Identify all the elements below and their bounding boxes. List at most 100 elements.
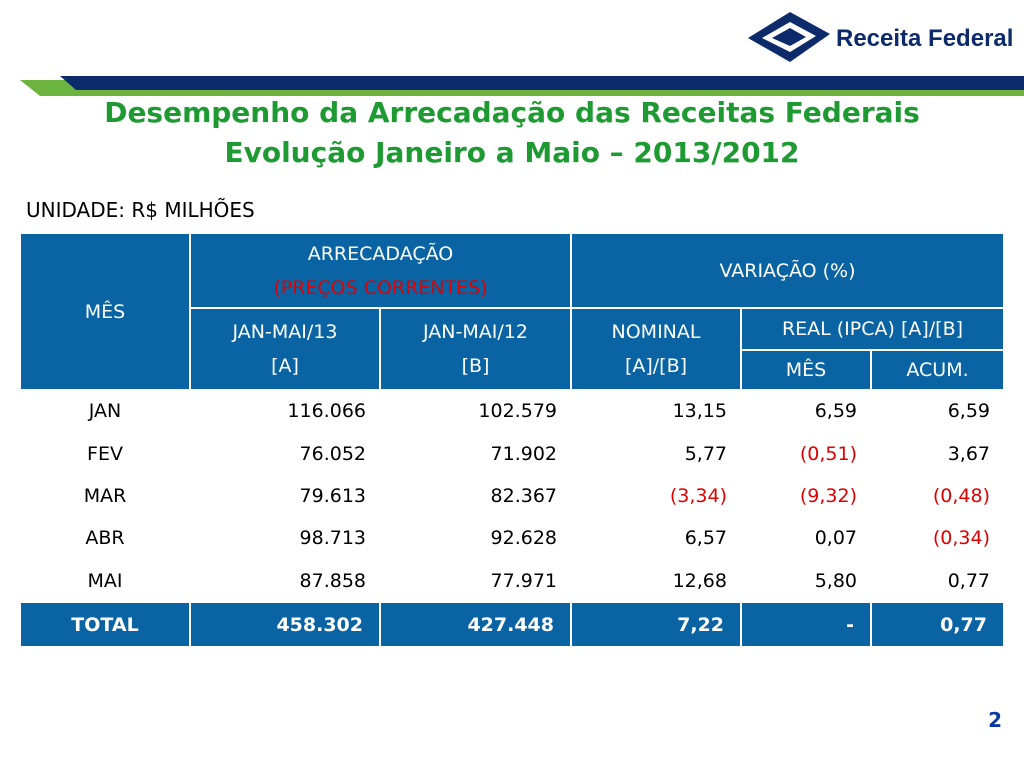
cell-text: 79.613 xyxy=(299,484,366,507)
cell-text: 76.052 xyxy=(299,442,366,465)
data-cell: (9,32) xyxy=(741,475,871,517)
data-cell: 116.066 xyxy=(190,390,380,432)
data-cell: (0,48) xyxy=(871,475,1004,517)
cell-text: [A] xyxy=(271,355,299,377)
data-cell: (0,34) xyxy=(871,517,1004,559)
data-cell: 82.367 xyxy=(380,475,571,517)
title-line: Evolução Janeiro a Maio – 2013/2012 xyxy=(224,136,800,169)
cell-text: 102.579 xyxy=(478,400,557,423)
cell-text: (9,32) xyxy=(799,484,857,507)
total-cell: - xyxy=(741,602,871,647)
data-cell: 5,80 xyxy=(741,560,871,602)
total-cell: 458.302 xyxy=(190,602,380,647)
header-cell: VARIAÇÃO (%) xyxy=(571,233,1004,308)
data-cell: 77.971 xyxy=(380,560,571,602)
page-number: 2 xyxy=(988,708,1002,732)
cell-text: 13,15 xyxy=(672,400,727,423)
cell-text: 98.713 xyxy=(299,527,366,550)
data-cell: 92.628 xyxy=(380,517,571,559)
cell-text: 5,77 xyxy=(684,442,727,465)
cell-text: (0,48) xyxy=(932,484,990,507)
cell-text: MAI xyxy=(87,569,123,592)
cell-text: 77.971 xyxy=(490,569,557,592)
data-cell: MAR xyxy=(20,475,190,517)
header-cell: JAN-MAI/12 [B] xyxy=(380,308,571,390)
total-cell: 7,22 xyxy=(571,602,741,647)
title-line: Desempenho da Arrecadação das Receitas F… xyxy=(104,96,920,129)
data-cell: (3,34) xyxy=(571,475,741,517)
data-cell: 98.713 xyxy=(190,517,380,559)
cell-text: 71.902 xyxy=(490,442,557,465)
header-cell: NOMINAL [A]/[B] xyxy=(571,308,741,390)
cell-text: (0,34) xyxy=(932,527,990,550)
unit-label: UNIDADE: R$ MILHÕES xyxy=(26,198,255,222)
cell-text: 427.448 xyxy=(467,613,554,636)
cell-text: 0,07 xyxy=(814,527,857,550)
total-cell: 0,77 xyxy=(871,602,1004,647)
cell-text: [B] xyxy=(461,355,490,377)
header-cell: JAN-MAI/13 [A] xyxy=(190,308,380,390)
cell-text: 82.367 xyxy=(490,484,557,507)
data-cell: 102.579 xyxy=(380,390,571,432)
data-cell: 0,07 xyxy=(741,517,871,559)
cell-text: ARRECADAÇÃO xyxy=(307,242,454,265)
cell-text: ABR xyxy=(85,527,125,550)
total-cell: 427.448 xyxy=(380,602,571,647)
header-cell: ACUM. xyxy=(871,350,1004,390)
cell-text: 6,57 xyxy=(684,527,727,550)
cell-text: REAL (IPCA) [A]/[B] xyxy=(781,318,964,340)
data-cell: 6,57 xyxy=(571,517,741,559)
navy-stripe xyxy=(60,76,1024,90)
data-cell: 13,15 xyxy=(571,390,741,432)
data-cell: 87.858 xyxy=(190,560,380,602)
cell-text: TOTAL xyxy=(71,613,139,636)
cell-text: (3,34) xyxy=(669,484,727,507)
data-cell: 71.902 xyxy=(380,432,571,474)
cell-text: 0,77 xyxy=(947,569,990,592)
data-cell: 5,77 xyxy=(571,432,741,474)
cell-text: 458.302 xyxy=(276,613,363,636)
cell-text: 0,77 xyxy=(940,613,987,636)
cell-text: (0,51) xyxy=(799,442,857,465)
cell-text: VARIAÇÃO (%) xyxy=(719,259,856,282)
total-cell: TOTAL xyxy=(20,602,190,647)
header-cell: MÊS xyxy=(20,233,190,390)
cell-text: MÊS xyxy=(84,300,126,323)
data-cell: 12,68 xyxy=(571,560,741,602)
data-cell: FEV xyxy=(20,432,190,474)
cell-text: 7,22 xyxy=(677,613,724,636)
data-cell: JAN xyxy=(20,390,190,432)
cell-text: 92.628 xyxy=(490,527,557,550)
header-cell: MÊS xyxy=(741,350,871,390)
cell-text: - xyxy=(846,613,854,636)
cell-text: NOMINAL xyxy=(611,321,701,343)
cell-text: 5,80 xyxy=(814,569,857,592)
logo xyxy=(748,12,830,62)
cell-text: JAN-MAI/13 xyxy=(232,321,338,343)
data-cell: 6,59 xyxy=(741,390,871,432)
data-cell: 0,77 xyxy=(871,560,1004,602)
data-cell: 76.052 xyxy=(190,432,380,474)
cell-text: 6,59 xyxy=(814,400,857,423)
header-cell: ARRECADAÇÃO (PREÇOS CORRENTES) xyxy=(190,233,571,308)
data-cell: 79.613 xyxy=(190,475,380,517)
data-cell: MAI xyxy=(20,560,190,602)
cell-text: FEV xyxy=(87,442,123,465)
cell-text: 87.858 xyxy=(299,569,366,592)
data-cell: 6,59 xyxy=(871,390,1004,432)
data-cell: ABR xyxy=(20,517,190,559)
data-cell: (0,51) xyxy=(741,432,871,474)
header-graphics: Receita Federal xyxy=(20,12,1024,96)
cell-text: 116.066 xyxy=(287,400,366,423)
cell-text: ACUM. xyxy=(906,359,969,381)
cell-text: MAR xyxy=(83,484,127,507)
cell-text: JAN-MAI/12 xyxy=(423,321,528,343)
cell-text: (PREÇOS CORRENTES) xyxy=(273,276,488,299)
cell-text: [A]/[B] xyxy=(624,355,688,377)
cell-text: 3,67 xyxy=(947,442,990,465)
data-cell: 3,67 xyxy=(871,432,1004,474)
brand: Receita Federal xyxy=(836,25,1013,52)
cell-text: 6,59 xyxy=(947,400,990,423)
cell-text: JAN xyxy=(88,400,122,423)
